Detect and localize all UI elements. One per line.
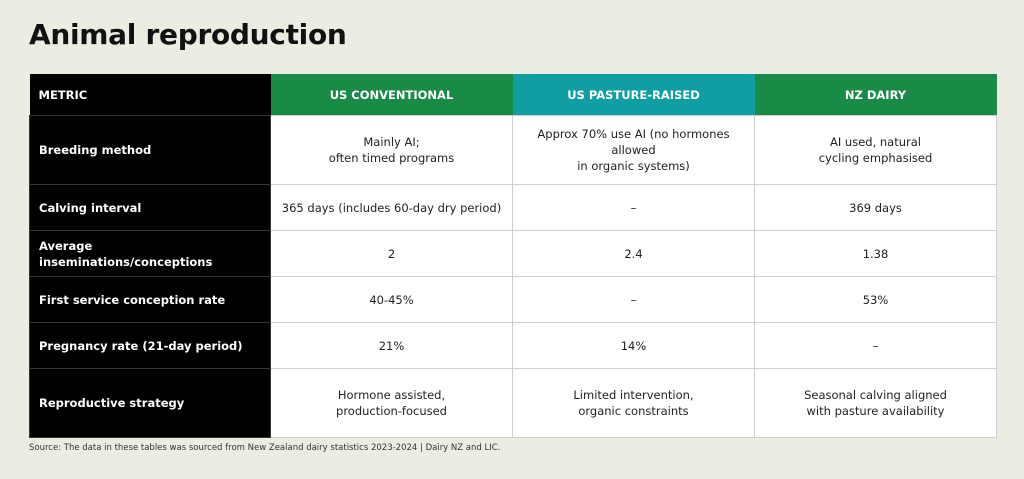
header-row: METRIC US CONVENTIONAL US PASTURE-RAISED NZ…: [29, 74, 997, 116]
column-header: NZ DAIRY: [754, 74, 997, 116]
row-label: Reproductive strategy: [29, 368, 271, 438]
table-cell: –: [512, 184, 755, 231]
source-note: Source: The data in these tables was sou…: [29, 443, 501, 453]
row-label: Average inseminations/conceptions: [29, 230, 271, 277]
row-label: Calving interval: [29, 184, 271, 231]
table-cell: –: [754, 322, 997, 369]
table-cell: 1.38: [754, 230, 997, 277]
column-header: US PASTURE-RAISED: [512, 74, 755, 116]
row-label: Pregnancy rate (21-day period): [29, 322, 271, 369]
page-title: Animal reproduction: [29, 18, 347, 51]
table-cell: Approx 70% use AI (no hormones allowed i…: [512, 115, 755, 185]
comparison-table: METRIC US CONVENTIONAL US PASTURE-RAISED NZ…: [29, 74, 997, 438]
table-cell: 369 days: [754, 184, 997, 231]
table-row: Pregnancy rate (21-day period) 21% 14% –: [29, 322, 997, 369]
row-label: First service conception rate: [29, 276, 271, 323]
table-cell: Seasonal calving aligned with pasture av…: [754, 368, 997, 438]
table-cell: Limited intervention, organic constraint…: [512, 368, 755, 438]
table-cell: Mainly AI; often timed programs: [270, 115, 513, 185]
table-cell: –: [512, 276, 755, 323]
table-cell: Hormone assisted, production-focused: [270, 368, 513, 438]
table-row: First service conception rate 40-45% –53%: [29, 276, 997, 323]
table-cell: 40-45%: [270, 276, 513, 323]
column-header: US CONVENTIONAL: [270, 74, 513, 116]
table-cell: 2: [270, 230, 513, 277]
table-cell: AI used, natural cycling emphasised: [754, 115, 997, 185]
table-row: Reproductive strategy Hormone assisted, p…: [29, 368, 997, 438]
row-label: Breeding method: [29, 115, 271, 185]
table-cell: 14%: [512, 322, 755, 369]
table-row: Average inseminations/conceptions 2 2.4 1.3…: [29, 230, 997, 277]
column-header: METRIC: [29, 74, 271, 116]
table-row: Breeding method Mainly AI; often timed pr…: [29, 115, 997, 185]
table-cell: 365 days (includes 60-day dry period): [270, 184, 513, 231]
table-cell: 2.4: [512, 230, 755, 277]
table-cell: 21%: [270, 322, 513, 369]
table-cell: 53%: [754, 276, 997, 323]
table-row: Calving interval 365 days (includes 60-da…: [29, 184, 997, 231]
